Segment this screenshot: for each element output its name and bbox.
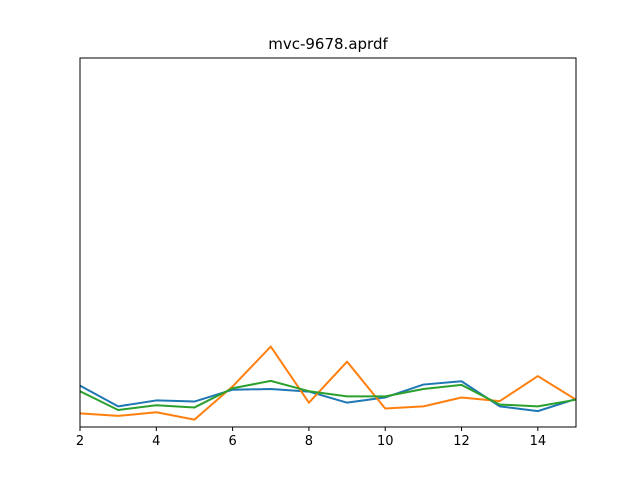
x-tick-label: 12 bbox=[453, 434, 470, 449]
series-line-3 bbox=[79, 379, 577, 412]
x-tick-label: 14 bbox=[530, 434, 547, 449]
x-tick-label: 6 bbox=[228, 434, 236, 449]
x-tick-label: 10 bbox=[377, 434, 394, 449]
series-line-1 bbox=[79, 380, 577, 413]
series-layer bbox=[79, 345, 577, 421]
x-tick-label: 4 bbox=[152, 434, 160, 449]
series-line-2 bbox=[79, 345, 577, 421]
x-axis: 2 4 6 8 10 12 14 bbox=[76, 427, 546, 449]
plot-frame bbox=[79, 57, 577, 428]
chart-title: mvc-9678.aprdf bbox=[268, 35, 388, 53]
x-tick-label: 8 bbox=[305, 434, 313, 449]
x-tick-label: 2 bbox=[76, 434, 84, 449]
